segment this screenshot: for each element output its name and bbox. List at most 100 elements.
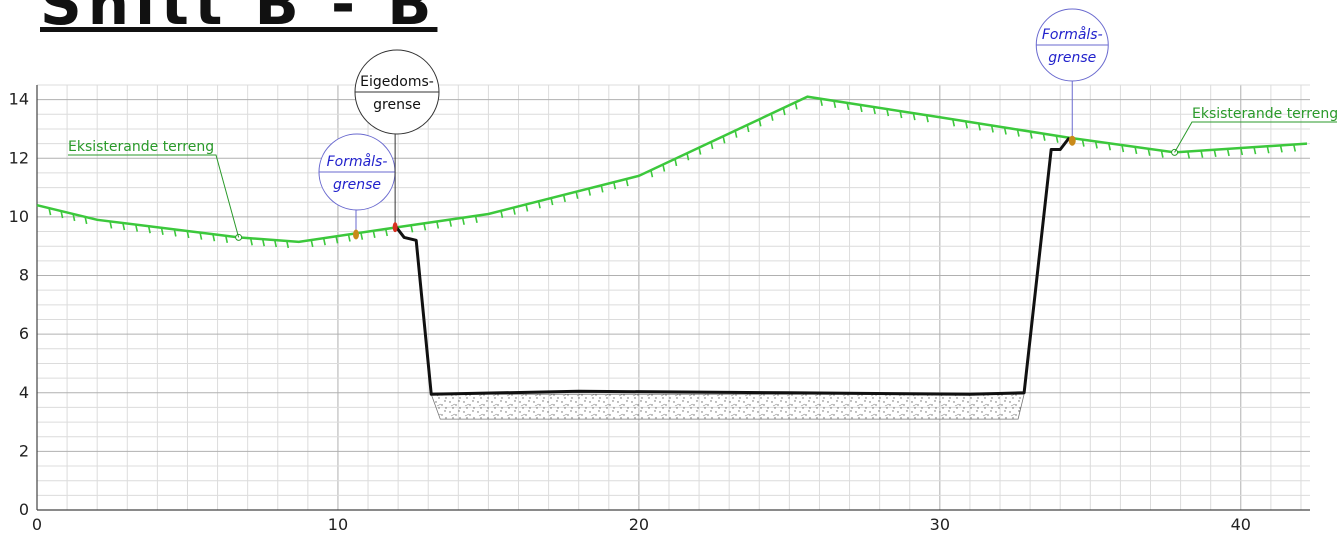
y-tick-label: 12: [9, 148, 29, 167]
terrain-hatch: [1240, 147, 1244, 156]
terrain-hatch: [1094, 141, 1098, 149]
x-tick-label: 10: [328, 515, 348, 534]
eigedom-marker: [392, 222, 398, 233]
terrain-hatch: [782, 107, 786, 116]
terrain-hatch: [347, 234, 351, 242]
axes: 0 10 20 30 40 0 2 4 6 8 10 12 14: [9, 85, 1310, 534]
terrain-hatch: [186, 230, 190, 239]
terrain-hatch: [461, 217, 465, 225]
terrain-hatch: [833, 100, 837, 108]
section-polyline: [393, 136, 1071, 396]
terrain-hatch: [147, 226, 151, 234]
terrain-hatch: [1107, 143, 1112, 151]
y-tick-label: 6: [19, 324, 29, 343]
terrain-hatch: [977, 123, 981, 131]
terrain-hatch: [109, 221, 113, 229]
x-tick-label: 0: [32, 515, 42, 534]
x-tick-label: 30: [930, 515, 950, 534]
terrain-hatch: [662, 164, 666, 172]
terrain-hatch: [249, 238, 253, 246]
terrain-hatch: [1003, 127, 1007, 135]
terrain-hatch: [474, 215, 478, 224]
terrain-hatch: [650, 170, 654, 178]
terrain-hatch: [859, 104, 863, 113]
title-block: Snitt B - B: [40, 0, 437, 38]
terrain-hatch: [722, 136, 726, 144]
terrain-hatch: [173, 229, 177, 237]
terrain-hatch: [500, 210, 504, 218]
terrain-hatch: [1081, 139, 1085, 147]
terrain-label: Eksisterande terreng: [1192, 106, 1337, 122]
eigedom-bubble: Eigedoms-grense: [354, 49, 440, 135]
terrain-polyline: [36, 95, 1308, 244]
terrain-hatch: [550, 197, 554, 206]
terrain-hatch: [746, 124, 750, 133]
terrain-hatch: [562, 194, 566, 203]
terrain-hatch: [710, 141, 714, 150]
page-title: Snitt B - B: [40, 0, 438, 38]
terrain-hatch: [537, 201, 541, 209]
terrain-hatch: [1016, 129, 1020, 137]
terrain-hatch: [199, 232, 203, 240]
y-tick-label: 14: [9, 90, 29, 109]
terrain-hatch: [770, 113, 774, 121]
terrain-line: [36, 95, 1308, 249]
terrain-hatch: [872, 106, 876, 115]
terrain-hatch: [1213, 149, 1217, 157]
terrain-hatch: [613, 182, 617, 190]
terrain-hatch: [1226, 148, 1230, 157]
terrain-hatch: [794, 102, 798, 110]
terrain-hatch: [423, 223, 427, 231]
terrain-hatch: [1160, 150, 1164, 158]
terrain-hatch: [410, 225, 414, 233]
terrain-hatch: [600, 185, 604, 193]
terrain-hatch: [1253, 146, 1257, 155]
terrain-label: Eksisterande terreng: [68, 139, 214, 155]
x-tick-label: 20: [629, 515, 649, 534]
terrain-hatch: [1279, 145, 1283, 153]
terrain-hatch: [525, 204, 529, 212]
terrain-hatch: [1266, 146, 1270, 154]
formal-right-bubble-text-bottom: grense: [1048, 50, 1096, 66]
terrain-hatch: [384, 228, 389, 237]
terrain-hatch: [1055, 135, 1059, 143]
terrain-hatch: [625, 178, 629, 187]
terrain-hatch: [322, 237, 326, 246]
terrain-hatch: [360, 232, 364, 240]
terrain-hatch: [674, 158, 678, 167]
terrain-hatch: [84, 216, 88, 225]
terrain-hatch: [212, 234, 216, 242]
foundation-polygon: [430, 393, 1025, 420]
terrain-hatch: [1121, 144, 1125, 153]
terrain-hatch: [72, 213, 76, 222]
terrain-hatch: [512, 207, 516, 215]
terrain-hatch: [964, 121, 969, 129]
terrain-hatch: [912, 112, 916, 121]
terrain-hatch: [335, 236, 339, 244]
terrain-hatch: [1147, 148, 1151, 156]
terrain-hatch: [48, 207, 52, 216]
terrain-hatch: [1134, 146, 1138, 155]
eigedom-bubble-text-bottom: grense: [373, 97, 421, 113]
terrain-hatch: [990, 125, 994, 133]
terrain-hatch: [122, 222, 126, 231]
terrain-hatch: [273, 239, 278, 248]
terrain-hatch: [925, 115, 929, 123]
terrain-hatch: [951, 119, 956, 127]
y-tick-label: 2: [19, 441, 29, 460]
terrain-hatch: [286, 240, 290, 249]
terrain-hatch: [1187, 151, 1191, 159]
formal-left-bubble-text-bottom: grense: [333, 177, 381, 193]
terrain-hatch: [686, 153, 690, 161]
terrain-hatch: [1029, 131, 1033, 139]
terrain-hatch: [436, 221, 440, 229]
terrain-hatch: [224, 235, 229, 243]
eigedom-bubble-text-top: Eigedoms-: [360, 74, 434, 90]
terrain-hatch: [60, 210, 64, 219]
terrain-hatch: [1200, 150, 1204, 158]
terrain-hatch: [1042, 133, 1046, 141]
formal-left-bubble-text-top: Formåls-: [327, 153, 388, 170]
terrain-hatch: [819, 98, 823, 106]
formal-right-bubble-text-top: Formåls-: [1042, 26, 1103, 43]
